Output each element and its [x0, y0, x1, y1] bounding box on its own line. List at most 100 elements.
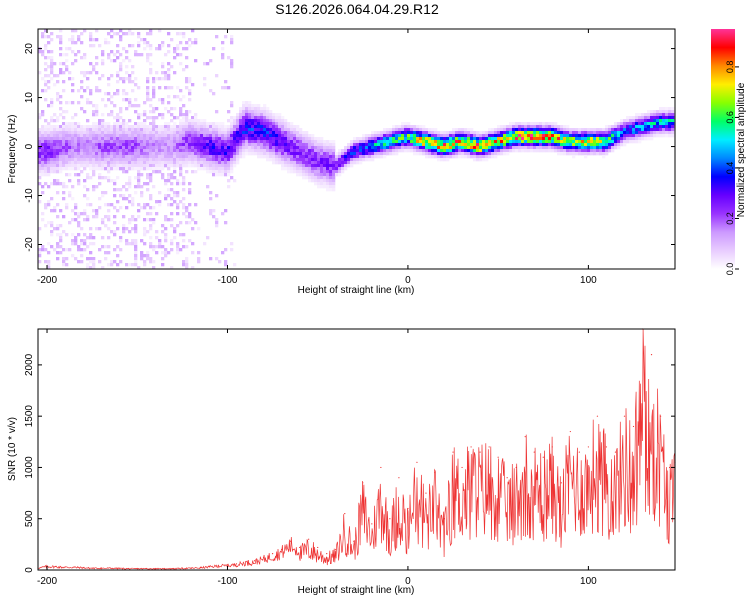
spectrogram-cell	[68, 146, 72, 150]
spectrogram-cell	[488, 140, 492, 144]
spectrogram-cell	[479, 137, 483, 141]
snr-background	[38, 329, 675, 570]
spectrogram-cell	[536, 137, 540, 141]
spectrogram-cell	[179, 107, 183, 111]
spectrogram-cell	[632, 140, 636, 144]
spectrogram-cell	[389, 149, 393, 153]
spectrogram-cell	[164, 152, 168, 156]
spectrogram-cell	[404, 128, 408, 132]
spectrogram-cell	[200, 119, 204, 123]
spectrogram-cell	[128, 161, 132, 165]
spectrogram-cell	[584, 134, 588, 138]
spectrogram-cell	[200, 164, 204, 168]
spectrogram-cell	[47, 170, 51, 174]
spectrogram-cell	[398, 137, 402, 141]
spectrogram-cell	[251, 143, 255, 147]
spectrogram-cell	[68, 47, 72, 51]
spectrogram-cell	[140, 134, 144, 138]
spectrogram-cell	[506, 131, 510, 135]
spectrogram-cell	[320, 137, 324, 141]
spectrogram-cell	[182, 179, 186, 183]
spectrogram-cell	[488, 152, 492, 156]
spectrogram-cell	[206, 128, 210, 132]
spectrogram-cell	[68, 152, 72, 156]
spectrogram-cells	[38, 29, 675, 270]
spectrogram-cell	[578, 149, 582, 153]
spectrogram-cell	[167, 140, 171, 144]
spectrogram-cell	[173, 176, 177, 180]
spectrogram-cell	[128, 263, 132, 267]
spectrogram-cell	[179, 164, 183, 168]
spectrogram-cell	[146, 164, 150, 168]
spectrogram-cell	[578, 128, 582, 132]
spectrogram-cell	[95, 185, 99, 189]
spectrogram-cell	[62, 62, 66, 66]
snr-series	[37, 328, 676, 570]
spectrogram-cell	[194, 161, 198, 165]
spectrogram-cell	[89, 134, 93, 138]
spectrogram-cell	[563, 128, 567, 132]
spectrogram-cell	[53, 74, 57, 78]
spectrogram-cell	[317, 164, 321, 168]
spectrogram-cell	[299, 128, 303, 132]
spectrogram-cell	[188, 92, 192, 96]
spectrogram-cell	[158, 155, 162, 159]
spectrogram-cell	[155, 230, 159, 234]
spectrogram-cell	[116, 146, 120, 150]
spectrogram-cell	[425, 143, 429, 147]
spectrogram-cell	[215, 137, 219, 141]
spectrogram-cell	[236, 140, 240, 144]
spectrogram-cell	[185, 164, 189, 168]
spectrogram-cell	[89, 251, 93, 255]
spectrogram-cell	[134, 185, 138, 189]
spectrogram-cell	[251, 110, 255, 114]
spectrogram-cell	[77, 122, 81, 126]
spectrogram-cell	[44, 206, 48, 210]
spectrogram-cell	[119, 149, 123, 153]
spectrogram-cell	[185, 137, 189, 141]
spectrogram-cell	[143, 143, 147, 147]
spectrogram-cell	[248, 104, 252, 108]
spectrogram-cell	[443, 143, 447, 147]
spectrogram-cell	[461, 131, 465, 135]
spectrogram-cell	[170, 266, 174, 270]
spectrogram-cell	[194, 131, 198, 135]
spectrogram-cell	[425, 137, 429, 141]
spectrogram-cell	[434, 146, 438, 150]
spectrogram-cell	[437, 143, 441, 147]
spectrogram-cell	[104, 137, 108, 141]
spectrogram-cell	[323, 158, 327, 162]
spectrogram-cell	[185, 122, 189, 126]
spectrogram-cell	[221, 131, 225, 135]
spectrogram-cell	[422, 137, 426, 141]
spectrogram-cell	[650, 110, 654, 114]
spectrogram-cell	[170, 212, 174, 216]
spectrogram-cell	[581, 134, 585, 138]
spectrogram-cell	[107, 113, 111, 117]
spectrogram-cell	[188, 182, 192, 186]
spectrogram-cell	[86, 218, 90, 222]
spectrogram-cell	[182, 119, 186, 123]
spectrogram-cell	[338, 161, 342, 165]
spectrogram-cell	[422, 128, 426, 132]
spectrogram-cell	[74, 161, 78, 165]
spectrogram-cell	[584, 137, 588, 141]
spectrogram-cell	[134, 128, 138, 132]
spectrogram-cell	[434, 134, 438, 138]
spectrogram-cell	[197, 155, 201, 159]
spectrogram-cell	[380, 146, 384, 150]
spectrogram-cell	[311, 137, 315, 141]
spectrogram-cell	[50, 56, 54, 60]
spectrogram-cell	[122, 146, 126, 150]
spectrogram-cell	[170, 158, 174, 162]
spectrogram-cell	[308, 155, 312, 159]
spectrogram-cell	[572, 140, 576, 144]
spectrogram-cell	[59, 125, 63, 129]
spectrogram-cell	[164, 74, 168, 78]
spectrogram-cell	[164, 86, 168, 90]
spectrogram-cell	[56, 125, 60, 129]
spectrogram-cell	[167, 164, 171, 168]
spectrogram-cell	[164, 53, 168, 57]
spectrogram-cell	[407, 125, 411, 129]
